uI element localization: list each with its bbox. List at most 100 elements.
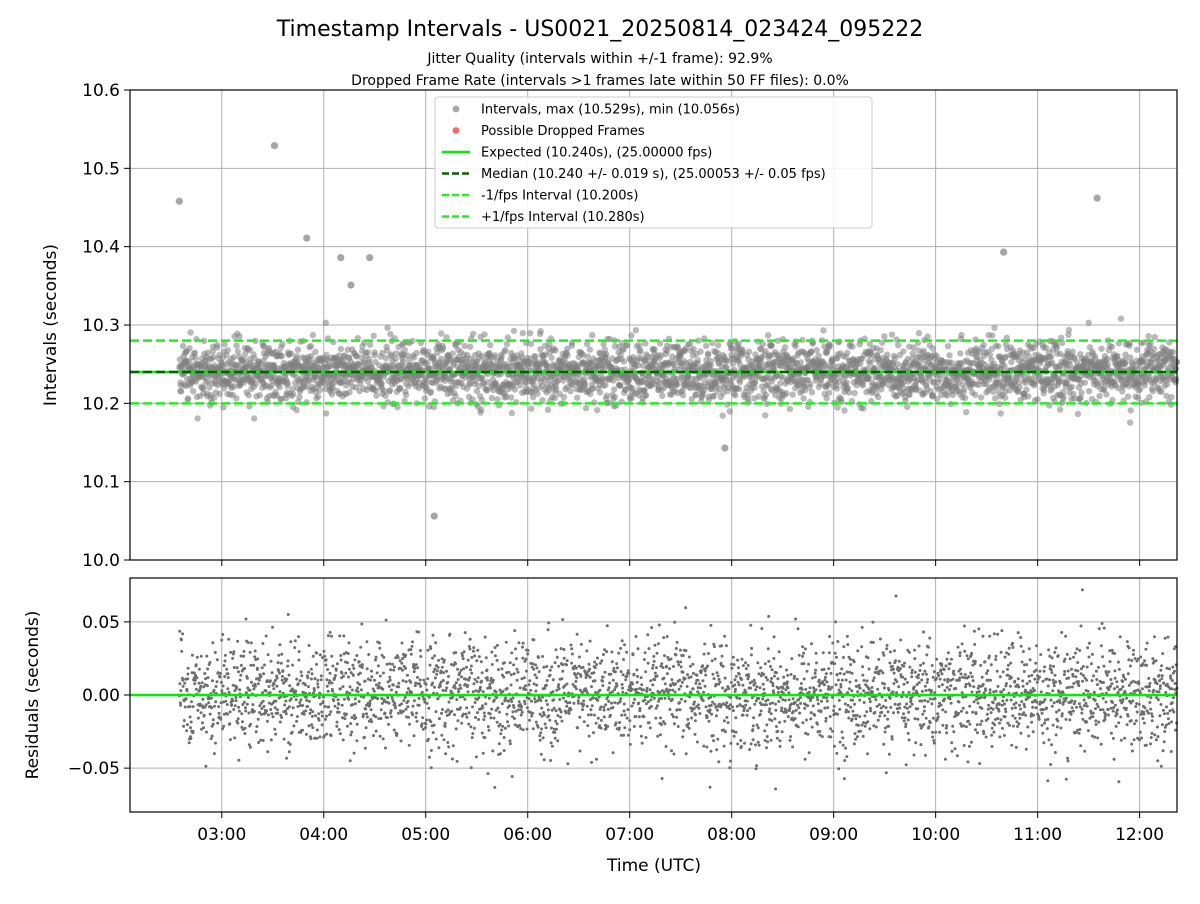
residual-point bbox=[305, 699, 308, 702]
residual-point bbox=[598, 724, 601, 727]
interval-point bbox=[1016, 384, 1022, 390]
residual-point bbox=[327, 705, 330, 708]
residual-point bbox=[588, 668, 591, 671]
interval-point bbox=[860, 405, 866, 411]
residual-point bbox=[203, 714, 206, 717]
residual-point bbox=[342, 675, 345, 678]
residual-point bbox=[402, 699, 405, 702]
residual-point bbox=[351, 703, 354, 706]
residual-point bbox=[269, 708, 272, 711]
residual-point bbox=[326, 685, 329, 688]
interval-point bbox=[612, 394, 618, 400]
residual-point bbox=[518, 724, 521, 727]
residual-point bbox=[440, 670, 443, 673]
interval-point bbox=[765, 332, 771, 338]
residual-point bbox=[234, 704, 237, 707]
residual-point bbox=[497, 668, 500, 671]
interval-point bbox=[413, 350, 419, 356]
residual-point bbox=[355, 739, 358, 742]
top-ytick-label: 10.4 bbox=[82, 238, 120, 258]
residual-point bbox=[528, 719, 531, 722]
interval-outlier-point bbox=[431, 513, 438, 520]
residual-point bbox=[498, 742, 501, 745]
residual-point bbox=[413, 699, 416, 702]
residual-point bbox=[262, 739, 265, 742]
residual-point bbox=[262, 700, 265, 703]
residual-point bbox=[305, 733, 308, 736]
residual-point bbox=[601, 684, 604, 687]
interval-point bbox=[187, 329, 193, 335]
interval-point bbox=[816, 352, 822, 358]
residual-point bbox=[385, 619, 388, 622]
interval-point bbox=[877, 347, 883, 353]
residual-point bbox=[494, 654, 497, 657]
residual-point bbox=[265, 710, 268, 713]
interval-point bbox=[1025, 393, 1031, 399]
residual-point bbox=[513, 706, 516, 709]
interval-point bbox=[564, 352, 570, 358]
residual-point bbox=[358, 683, 361, 686]
residual-point bbox=[609, 714, 612, 717]
interval-point bbox=[1109, 344, 1115, 350]
residual-point bbox=[538, 670, 541, 673]
residual-point bbox=[215, 685, 218, 688]
interval-point bbox=[736, 386, 742, 392]
residual-point bbox=[237, 670, 240, 673]
residual-point bbox=[266, 720, 269, 723]
interval-point bbox=[534, 391, 540, 397]
interval-point bbox=[1151, 346, 1157, 352]
interval-point bbox=[225, 347, 231, 353]
interval-point bbox=[695, 357, 701, 363]
residual-point bbox=[386, 663, 389, 666]
residual-point bbox=[274, 700, 277, 703]
residual-point bbox=[571, 653, 574, 656]
residual-point bbox=[258, 704, 261, 707]
residual-point bbox=[581, 691, 584, 694]
residual-point bbox=[582, 666, 585, 669]
residual-point bbox=[240, 655, 243, 658]
residual-point bbox=[269, 679, 272, 682]
residual-point bbox=[597, 717, 600, 720]
residual-point bbox=[510, 651, 513, 654]
residual-point bbox=[455, 681, 458, 684]
interval-point bbox=[1066, 327, 1072, 333]
residual-point bbox=[347, 652, 350, 655]
residual-point bbox=[447, 745, 450, 748]
residual-point bbox=[280, 716, 283, 719]
interval-point bbox=[643, 392, 649, 398]
residual-point bbox=[590, 685, 593, 688]
residual-point bbox=[391, 663, 394, 666]
residual-point bbox=[462, 667, 465, 670]
residual-point bbox=[214, 651, 217, 654]
interval-point bbox=[1096, 393, 1102, 399]
residual-point bbox=[427, 707, 430, 710]
residual-point bbox=[591, 696, 594, 699]
interval-point bbox=[317, 387, 323, 393]
residual-point bbox=[354, 697, 357, 700]
residual-point bbox=[608, 686, 611, 689]
residual-point bbox=[244, 710, 247, 713]
residual-point bbox=[381, 702, 384, 705]
residual-point bbox=[541, 655, 544, 658]
residual-point bbox=[433, 668, 436, 671]
residual-point bbox=[281, 679, 284, 682]
residual-point bbox=[489, 687, 492, 690]
residual-point bbox=[424, 722, 427, 725]
residual-point bbox=[476, 649, 479, 652]
residual-point bbox=[208, 661, 211, 664]
interval-point bbox=[1103, 391, 1109, 397]
residual-point bbox=[592, 671, 595, 674]
interval-point bbox=[585, 354, 591, 360]
residual-point bbox=[508, 704, 511, 707]
residual-point bbox=[426, 702, 429, 705]
residual-point bbox=[294, 690, 297, 693]
residual-point bbox=[388, 676, 391, 679]
residual-point bbox=[253, 710, 256, 713]
residual-point bbox=[243, 701, 246, 704]
interval-point bbox=[697, 348, 703, 354]
residual-point bbox=[430, 749, 433, 752]
residual-point bbox=[578, 716, 581, 719]
residual-point bbox=[552, 690, 555, 693]
residual-point bbox=[288, 684, 291, 687]
residual-point bbox=[354, 702, 357, 705]
